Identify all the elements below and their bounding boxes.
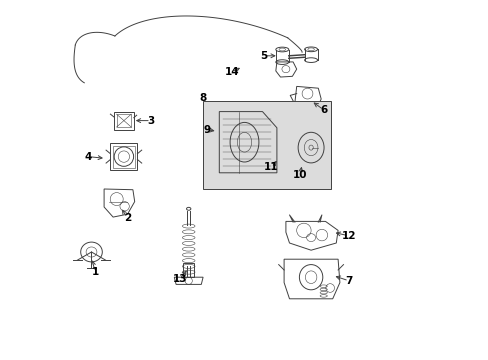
Bar <box>203 101 330 189</box>
Bar <box>110 143 137 170</box>
Text: 1: 1 <box>91 267 99 277</box>
Text: 9: 9 <box>203 125 210 135</box>
Bar <box>113 146 135 168</box>
Text: 14: 14 <box>224 67 239 77</box>
Text: 5: 5 <box>260 51 267 61</box>
Text: 4: 4 <box>84 152 91 162</box>
Text: 8: 8 <box>199 93 206 103</box>
Text: 11: 11 <box>264 162 278 172</box>
Text: 13: 13 <box>172 274 186 284</box>
Text: 6: 6 <box>320 105 326 115</box>
Text: 10: 10 <box>292 170 307 180</box>
Bar <box>114 112 134 130</box>
Text: 2: 2 <box>123 213 131 223</box>
Bar <box>183 263 194 277</box>
Text: 3: 3 <box>147 116 154 126</box>
Text: 7: 7 <box>345 276 352 286</box>
Text: 12: 12 <box>341 231 355 241</box>
Bar <box>116 114 131 127</box>
